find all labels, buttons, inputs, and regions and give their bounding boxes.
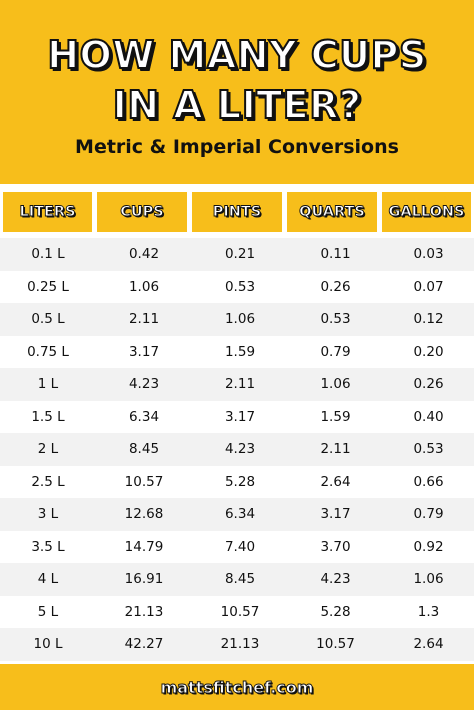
table-cell-quarts: 3.70 [320, 538, 351, 555]
table-cell-cups: 8.45 [128, 441, 160, 458]
table-cell-cups: 3.17 [128, 343, 160, 360]
title-line-2: IN A LITER? [112, 82, 362, 128]
conversion-table: LITERS CUPS PINTS QUARTS GALLONS 0.1 L 0.42 0.… [0, 184, 474, 664]
table-cell-pints: 21.13 [220, 636, 260, 653]
table-cell-pints: 0.21 [224, 246, 256, 263]
table-cell-pints: 8.45 [224, 571, 256, 588]
table-row: 0.5 L 2.11 1.06 0.53 0.12 [0, 303, 474, 336]
table-cell-quarts: 10.57 [316, 636, 355, 653]
table-cell-gallons: 2.64 [413, 636, 444, 653]
column-header-cups: CUPS [97, 192, 187, 232]
page-title: HOW MANY CUPS IN A LITER? [0, 0, 474, 130]
table-row: 1 L 4.23 2.11 1.06 0.26 [0, 368, 474, 401]
table-cell-liters: 4 L [37, 571, 59, 588]
column-header-quarts: QUARTS [287, 192, 377, 232]
table-cell-liters: 2.5 L [31, 473, 65, 490]
table-cell-pints: 3.17 [224, 408, 256, 425]
table-cell-gallons: 0.53 [413, 441, 444, 458]
table-row: 5 L 21.13 10.57 5.28 1.3 [0, 595, 474, 628]
table-row: 0.75 L 3.17 1.59 0.79 0.20 [0, 335, 474, 368]
table-cell-gallons: 0.03 [413, 246, 444, 263]
table-cell-pints: 1.06 [224, 311, 256, 328]
column-header-liters: LITERS [3, 192, 92, 232]
table-cell-pints: 7.40 [224, 538, 256, 555]
table-cell-pints: 5.28 [224, 473, 256, 490]
table-row: 3 L 12.68 6.34 3.17 0.79 [0, 498, 474, 531]
table-cell-gallons: 0.40 [413, 408, 444, 425]
table-cell-cups: 16.91 [124, 571, 164, 588]
table-cell-gallons: 0.20 [413, 343, 444, 360]
table-cell-liters: 10 L [33, 636, 63, 653]
table-row: 1.5 L 6.34 3.17 1.59 0.40 [0, 400, 474, 433]
table-cell-gallons: 0.92 [413, 538, 444, 555]
table-cell-quarts: 0.26 [320, 278, 351, 295]
table-cell-quarts: 2.64 [320, 473, 351, 490]
table-cell-quarts: 1.06 [320, 376, 351, 393]
table-cell-liters: 1 L [37, 376, 59, 393]
table-row: 10 L 42.27 21.13 10.57 2.64 [0, 628, 474, 661]
table-cell-quarts: 2.11 [320, 441, 351, 458]
table-row: 0.25 L 1.06 0.53 0.26 0.07 [0, 270, 474, 303]
table-cell-cups: 4.23 [128, 376, 160, 393]
table-cell-pints: 2.11 [224, 376, 256, 393]
table-row: 0.1 L 0.42 0.21 0.11 0.03 [0, 238, 474, 271]
table-cell-gallons: 0.66 [413, 473, 444, 490]
table-cell-quarts: 5.28 [320, 603, 351, 620]
table-header-row: LITERS CUPS PINTS QUARTS GALLONS [0, 184, 474, 238]
table-cell-liters: 2 L [37, 441, 59, 458]
table-cell-gallons: 0.07 [413, 278, 444, 295]
table-cell-quarts: 0.11 [320, 246, 351, 263]
table-cell-liters: 3.5 L [31, 538, 65, 555]
subtitle: Metric & Imperial Conversions [75, 136, 399, 158]
table-cell-gallons: 1.3 [417, 603, 440, 620]
table-cell-cups: 2.11 [128, 311, 160, 328]
table-cell-pints: 0.53 [224, 278, 256, 295]
table-row: 2 L 8.45 4.23 2.11 0.53 [0, 433, 474, 466]
table-cell-pints: 6.34 [224, 506, 256, 523]
table-cell-cups: 12.68 [124, 506, 164, 523]
table-row: 3.5 L 14.79 7.40 3.70 0.92 [0, 530, 474, 563]
table-cell-gallons: 1.06 [413, 571, 444, 588]
table-cell-cups: 6.34 [128, 408, 160, 425]
table-cell-gallons: 0.79 [413, 506, 444, 523]
table-cell-liters: 0.5 L [31, 311, 65, 328]
column-header-gallons: GALLONS [382, 192, 471, 232]
header: HOW MANY CUPS IN A LITER? Metric & Imper… [0, 0, 474, 182]
table-cell-liters: 0.1 L [31, 246, 65, 263]
footer-site-name: mattsfitchef.com [160, 677, 314, 697]
table-cell-cups: 0.42 [128, 246, 160, 263]
table-row: 2.5 L 10.57 5.28 2.64 0.66 [0, 465, 474, 498]
table-cell-cups: 42.27 [124, 636, 164, 653]
column-header-pints: PINTS [192, 192, 282, 232]
table-cell-pints: 10.57 [220, 603, 260, 620]
table-cell-liters: 5 L [37, 603, 59, 620]
table-cell-cups: 1.06 [128, 278, 160, 295]
table-cell-pints: 1.59 [224, 343, 256, 360]
table-cell-quarts: 4.23 [320, 571, 351, 588]
table-cell-gallons: 0.26 [413, 376, 444, 393]
table-cell-gallons: 0.12 [413, 311, 444, 328]
table-cell-quarts: 0.53 [320, 311, 351, 328]
table-cell-liters: 3 L [37, 506, 59, 523]
table-cell-cups: 14.79 [124, 538, 164, 555]
table-cell-pints: 4.23 [224, 441, 256, 458]
table-cell-cups: 10.57 [124, 473, 164, 490]
table-cell-cups: 21.13 [124, 603, 164, 620]
table-cell-quarts: 1.59 [320, 408, 351, 425]
table-cell-liters: 1.5 L [31, 408, 65, 425]
table-cell-quarts: 3.17 [320, 506, 351, 523]
table-cell-quarts: 0.79 [320, 343, 351, 360]
title-line-1: HOW MANY CUPS [46, 32, 427, 78]
table-row: 4 L 16.91 8.45 4.23 1.06 [0, 563, 474, 596]
table-cell-liters: 0.25 L [27, 278, 69, 295]
table-cell-liters: 0.75 L [27, 343, 69, 360]
